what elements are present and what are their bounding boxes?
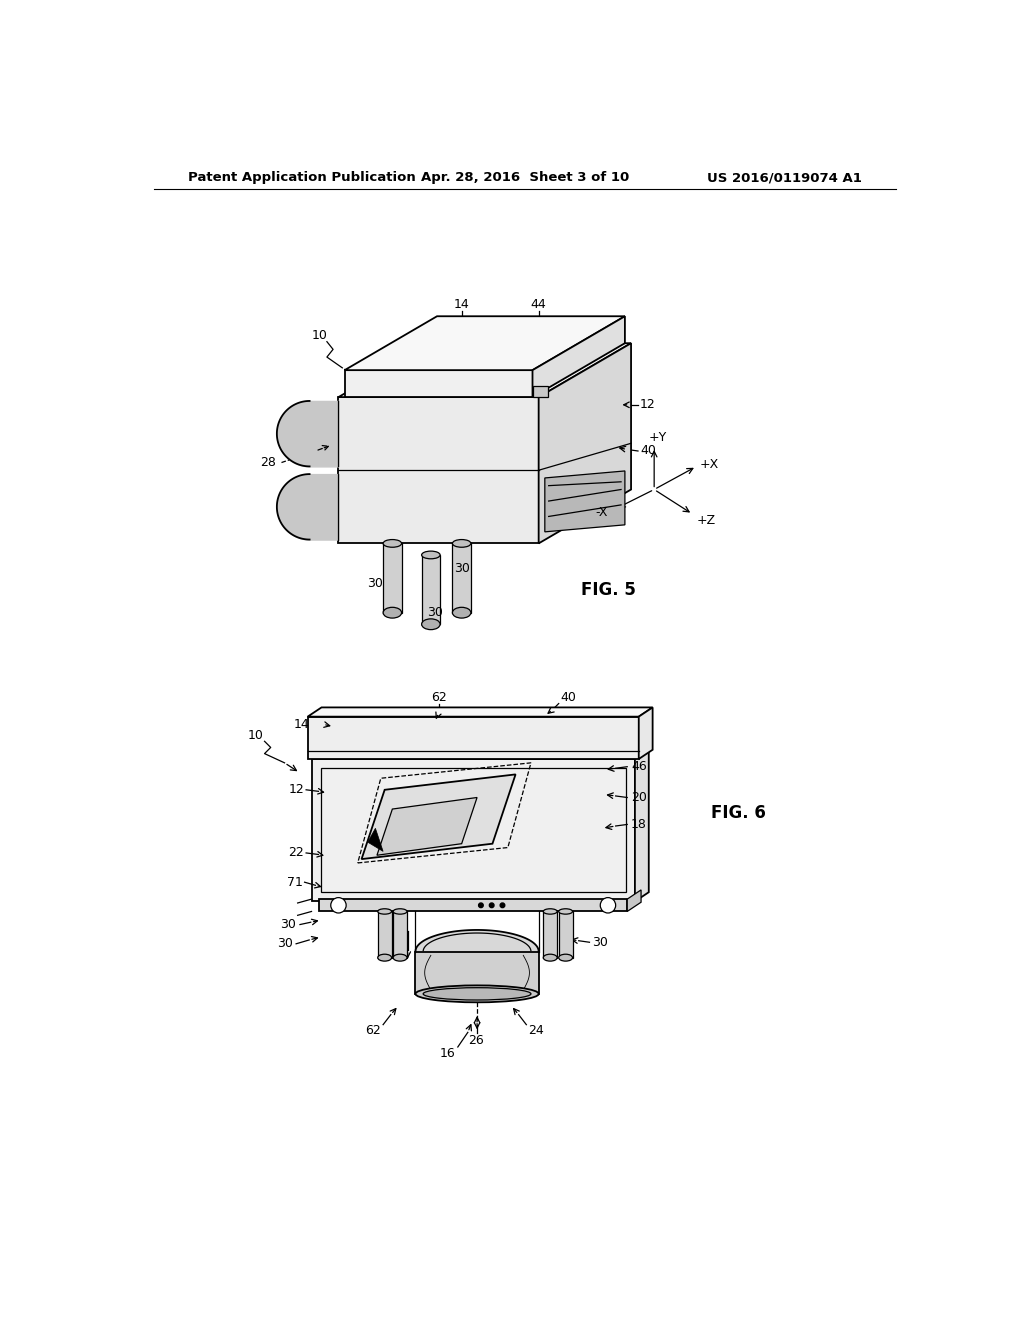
Bar bbox=[393, 911, 407, 958]
Polygon shape bbox=[639, 708, 652, 759]
Ellipse shape bbox=[383, 607, 401, 618]
Text: 28: 28 bbox=[260, 455, 275, 469]
Text: 30: 30 bbox=[276, 937, 293, 950]
Polygon shape bbox=[307, 708, 652, 717]
Text: -X: -X bbox=[596, 506, 608, 519]
Ellipse shape bbox=[422, 619, 440, 630]
Text: 46: 46 bbox=[631, 760, 646, 774]
Polygon shape bbox=[532, 385, 548, 397]
Text: 22: 22 bbox=[288, 846, 304, 859]
Ellipse shape bbox=[559, 954, 572, 961]
Text: 44: 44 bbox=[530, 298, 547, 312]
Text: 16: 16 bbox=[440, 1047, 456, 1060]
Bar bbox=[453, 544, 471, 612]
Polygon shape bbox=[377, 797, 477, 855]
Text: +Z: +Z bbox=[697, 513, 716, 527]
Bar bbox=[544, 911, 557, 958]
Ellipse shape bbox=[559, 908, 572, 915]
Text: 10: 10 bbox=[248, 730, 263, 742]
Text: Apr. 28, 2016  Sheet 3 of 10: Apr. 28, 2016 Sheet 3 of 10 bbox=[421, 172, 629, 185]
Text: Patent Application Publication: Patent Application Publication bbox=[188, 172, 416, 185]
Ellipse shape bbox=[453, 540, 471, 548]
Circle shape bbox=[500, 903, 505, 908]
Polygon shape bbox=[339, 343, 631, 397]
Polygon shape bbox=[339, 397, 539, 544]
Ellipse shape bbox=[378, 954, 391, 961]
Text: 12: 12 bbox=[640, 399, 656, 412]
Polygon shape bbox=[635, 750, 649, 902]
Text: US 2016/0119074 A1: US 2016/0119074 A1 bbox=[708, 172, 862, 185]
Ellipse shape bbox=[544, 954, 557, 961]
Text: 20: 20 bbox=[631, 791, 647, 804]
Text: 30: 30 bbox=[454, 561, 470, 574]
Text: 62: 62 bbox=[431, 690, 446, 704]
Polygon shape bbox=[628, 890, 641, 911]
Polygon shape bbox=[311, 759, 635, 902]
Polygon shape bbox=[311, 750, 649, 759]
Text: 14: 14 bbox=[454, 298, 470, 312]
Text: 14: 14 bbox=[294, 718, 309, 731]
Text: 26: 26 bbox=[468, 1034, 483, 1047]
Polygon shape bbox=[307, 717, 639, 759]
Text: 71: 71 bbox=[287, 875, 302, 888]
Text: 24: 24 bbox=[527, 1023, 544, 1036]
Ellipse shape bbox=[383, 540, 401, 548]
Polygon shape bbox=[368, 829, 383, 851]
Text: 62: 62 bbox=[366, 1023, 381, 1036]
Text: +X: +X bbox=[700, 458, 719, 471]
Polygon shape bbox=[345, 370, 532, 397]
Bar bbox=[319, 899, 628, 911]
Polygon shape bbox=[545, 471, 625, 532]
Bar bbox=[422, 554, 440, 624]
Ellipse shape bbox=[393, 954, 407, 961]
Polygon shape bbox=[361, 775, 515, 859]
Text: 12: 12 bbox=[288, 783, 304, 796]
Text: 18: 18 bbox=[631, 818, 647, 832]
Circle shape bbox=[478, 903, 483, 908]
Text: 30: 30 bbox=[368, 577, 383, 590]
Bar bbox=[383, 544, 401, 612]
Text: 40: 40 bbox=[560, 690, 575, 704]
Circle shape bbox=[489, 903, 494, 908]
Bar bbox=[559, 911, 572, 958]
Ellipse shape bbox=[422, 552, 440, 558]
Ellipse shape bbox=[423, 987, 531, 1001]
Circle shape bbox=[600, 898, 615, 913]
Text: 30: 30 bbox=[281, 917, 296, 931]
Text: 40: 40 bbox=[640, 445, 656, 458]
Text: +Y: +Y bbox=[649, 430, 667, 444]
Text: FIG. 5: FIG. 5 bbox=[581, 581, 636, 598]
Ellipse shape bbox=[544, 908, 557, 915]
Ellipse shape bbox=[393, 908, 407, 915]
Bar bbox=[378, 911, 391, 958]
Circle shape bbox=[331, 898, 346, 913]
Text: 30: 30 bbox=[427, 606, 442, 619]
Text: FIG. 6: FIG. 6 bbox=[712, 804, 766, 822]
Ellipse shape bbox=[453, 607, 471, 618]
Text: 10: 10 bbox=[311, 329, 327, 342]
Bar bbox=[416, 952, 539, 994]
Ellipse shape bbox=[416, 985, 539, 1002]
Polygon shape bbox=[345, 317, 625, 370]
Ellipse shape bbox=[378, 908, 391, 915]
Polygon shape bbox=[539, 343, 631, 544]
Polygon shape bbox=[532, 317, 625, 397]
Text: 30: 30 bbox=[592, 936, 608, 949]
